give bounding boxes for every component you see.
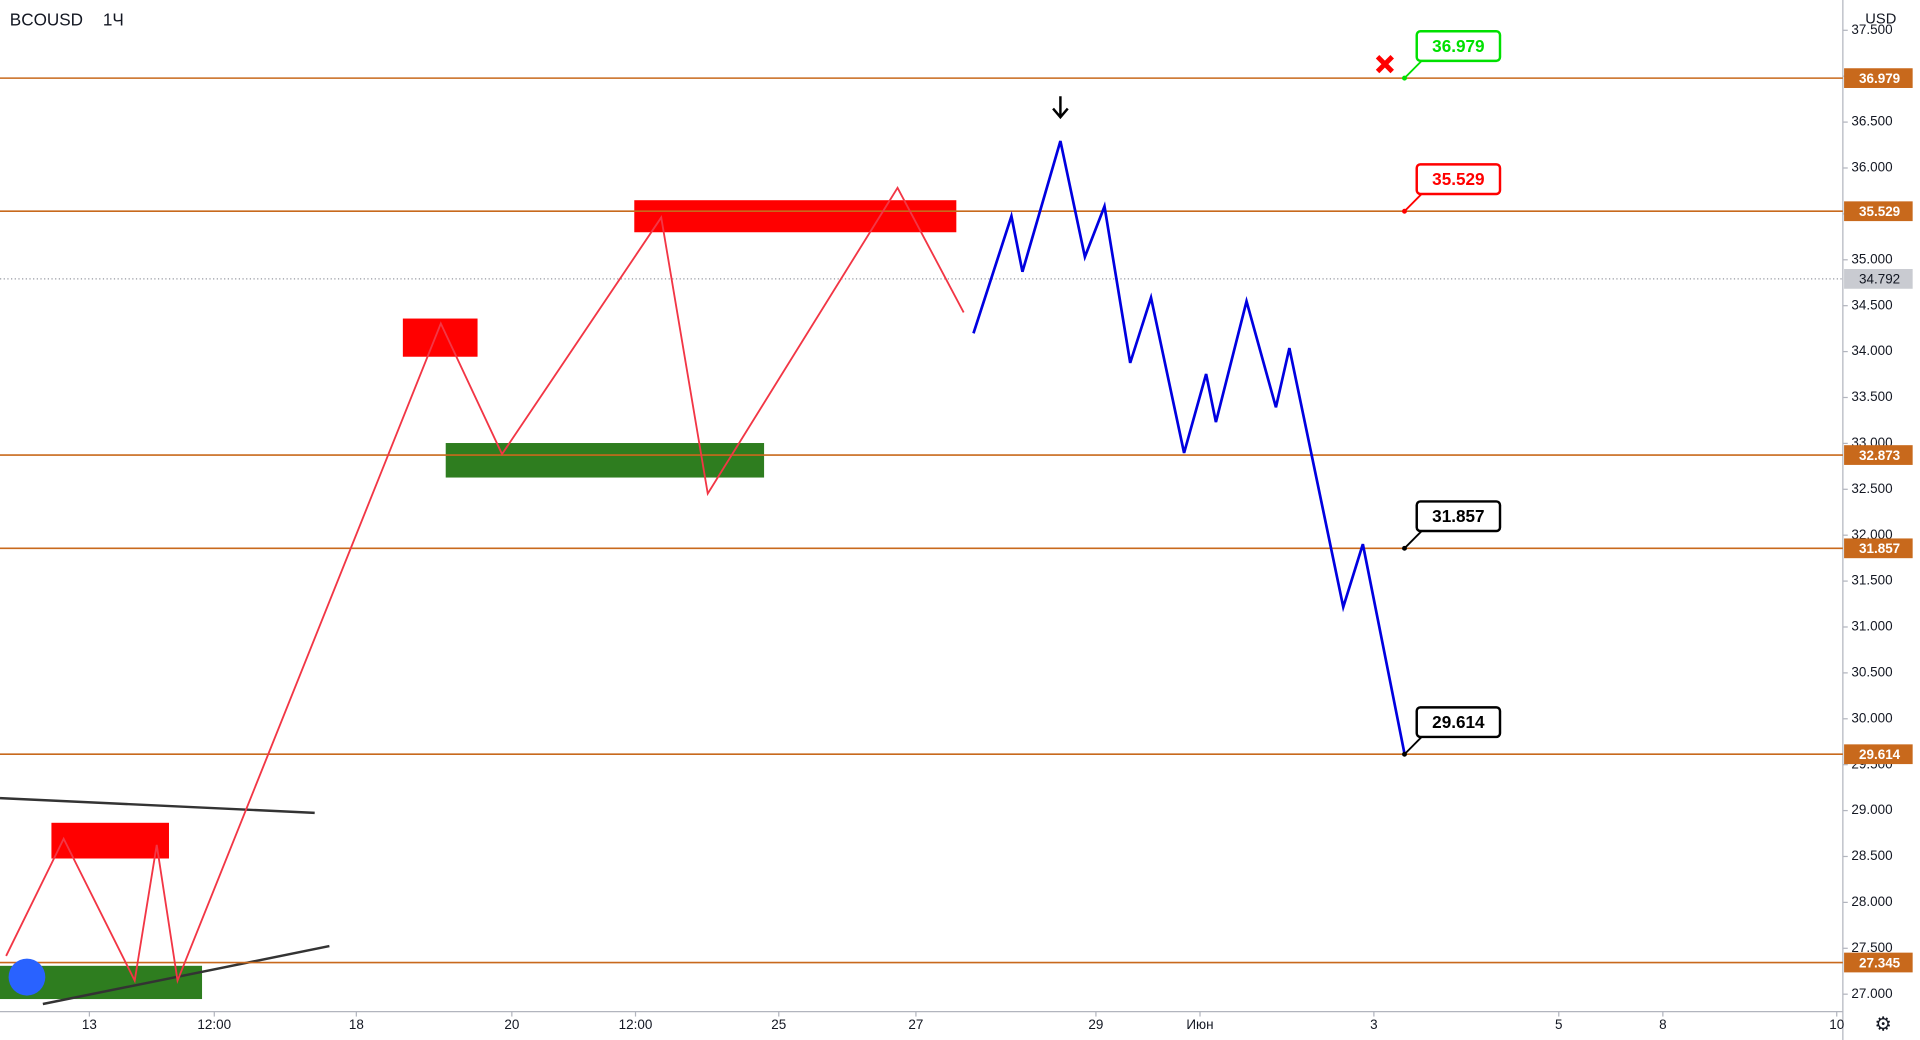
level-label: 35.529 (1859, 204, 1901, 219)
callout-anchor (1402, 208, 1407, 214)
y-tick-label: 30.000 (1851, 710, 1892, 725)
chart-body: 27.00027.50028.00028.50029.00029.50030.0… (0, 22, 1913, 1032)
y-tick-label: 29.000 (1851, 802, 1892, 817)
y-tick-label: 27.500 (1851, 940, 1892, 955)
y-tick-label: 32.000 (1851, 527, 1892, 542)
zone (445, 443, 765, 478)
level-label-bg (1844, 538, 1913, 559)
symbol: BCOUSD (10, 9, 83, 29)
y-tick-label: 30.500 (1851, 664, 1892, 679)
x-tick-label: Июн (1186, 1017, 1213, 1032)
x-tick-label: 29 (1088, 1017, 1103, 1032)
y-tick-label: 36.000 (1851, 160, 1892, 175)
zigzag-line (5, 185, 965, 985)
callout-label: 29.614 (1432, 712, 1485, 732)
level-label: 36.979 (1859, 71, 1901, 86)
currency: USD (1865, 12, 1896, 28)
level-label-bg (1844, 201, 1913, 222)
y-tick-label: 27.000 (1851, 986, 1892, 1001)
callout-pointer (1403, 530, 1423, 549)
zigzag-line (972, 140, 1406, 754)
x-tick-label: 25 (771, 1017, 786, 1032)
level-label: 29.614 (1859, 747, 1901, 762)
interval: 1Ч (103, 9, 124, 29)
x-tick-label: 13 (82, 1017, 97, 1032)
level-label-bg (1844, 744, 1913, 765)
callout-label: 36.979 (1432, 36, 1484, 56)
trend-line (0, 796, 315, 815)
y-tick-label: 31.500 (1851, 573, 1892, 588)
callout-box (1415, 500, 1502, 533)
callout-pointer (1403, 193, 1423, 212)
settings-icon[interactable]: ⚙ (1874, 1013, 1892, 1035)
callout-anchor (1402, 751, 1407, 757)
level-label: 32.873 (1859, 448, 1901, 463)
callout-box (1415, 706, 1502, 739)
zone (51, 822, 169, 859)
callout-box (1415, 163, 1502, 196)
level-label: 27.345 (1859, 955, 1901, 970)
x-tick-label: 18 (349, 1017, 364, 1032)
callout-anchor (1402, 75, 1407, 81)
callout-label: 31.857 (1432, 506, 1484, 526)
level-label: 31.857 (1859, 541, 1900, 556)
last-price-bg (1844, 269, 1913, 289)
last-price-label: 34.792 (1859, 272, 1900, 287)
x-tick-label: 12:00 (197, 1017, 231, 1032)
x-tick-label: 27 (908, 1017, 923, 1032)
level-label-bg (1844, 445, 1913, 465)
zone (634, 200, 957, 233)
level-label-bg (1844, 952, 1913, 973)
y-tick-label: 31.000 (1851, 619, 1892, 634)
x-tick-label: 3 (1370, 1017, 1378, 1032)
y-tick-label: 33.500 (1851, 389, 1892, 404)
x-tick-label: 5 (1555, 1017, 1563, 1032)
x-tick-label: 8 (1659, 1017, 1667, 1032)
callout-anchor (1402, 545, 1407, 551)
y-tick-label: 28.000 (1851, 894, 1892, 909)
level-label-bg (1844, 68, 1913, 88)
trend-line (42, 944, 330, 1006)
invalid-mark (1375, 55, 1394, 74)
y-tick-label: 34.500 (1851, 297, 1892, 312)
x-tick-label: 10 (1829, 1017, 1844, 1032)
callout-label: 35.529 (1432, 169, 1484, 189)
y-tick-label: 34.000 (1851, 343, 1892, 358)
y-tick-label: 28.500 (1851, 848, 1892, 863)
callout-pointer (1403, 60, 1423, 79)
x-tick-label: 20 (504, 1017, 519, 1032)
logo[interactable] (8, 958, 46, 996)
y-tick-label: 36.500 (1851, 114, 1892, 129)
callout-box (1415, 30, 1502, 63)
callout-pointer (1403, 736, 1423, 755)
y-tick-label: 35.000 (1851, 251, 1892, 266)
x-tick-label: 12:00 (619, 1017, 653, 1032)
y-tick-label: 32.500 (1851, 481, 1892, 496)
arrow-down (1052, 96, 1069, 120)
y-tick-label: 37.500 (1851, 22, 1892, 37)
